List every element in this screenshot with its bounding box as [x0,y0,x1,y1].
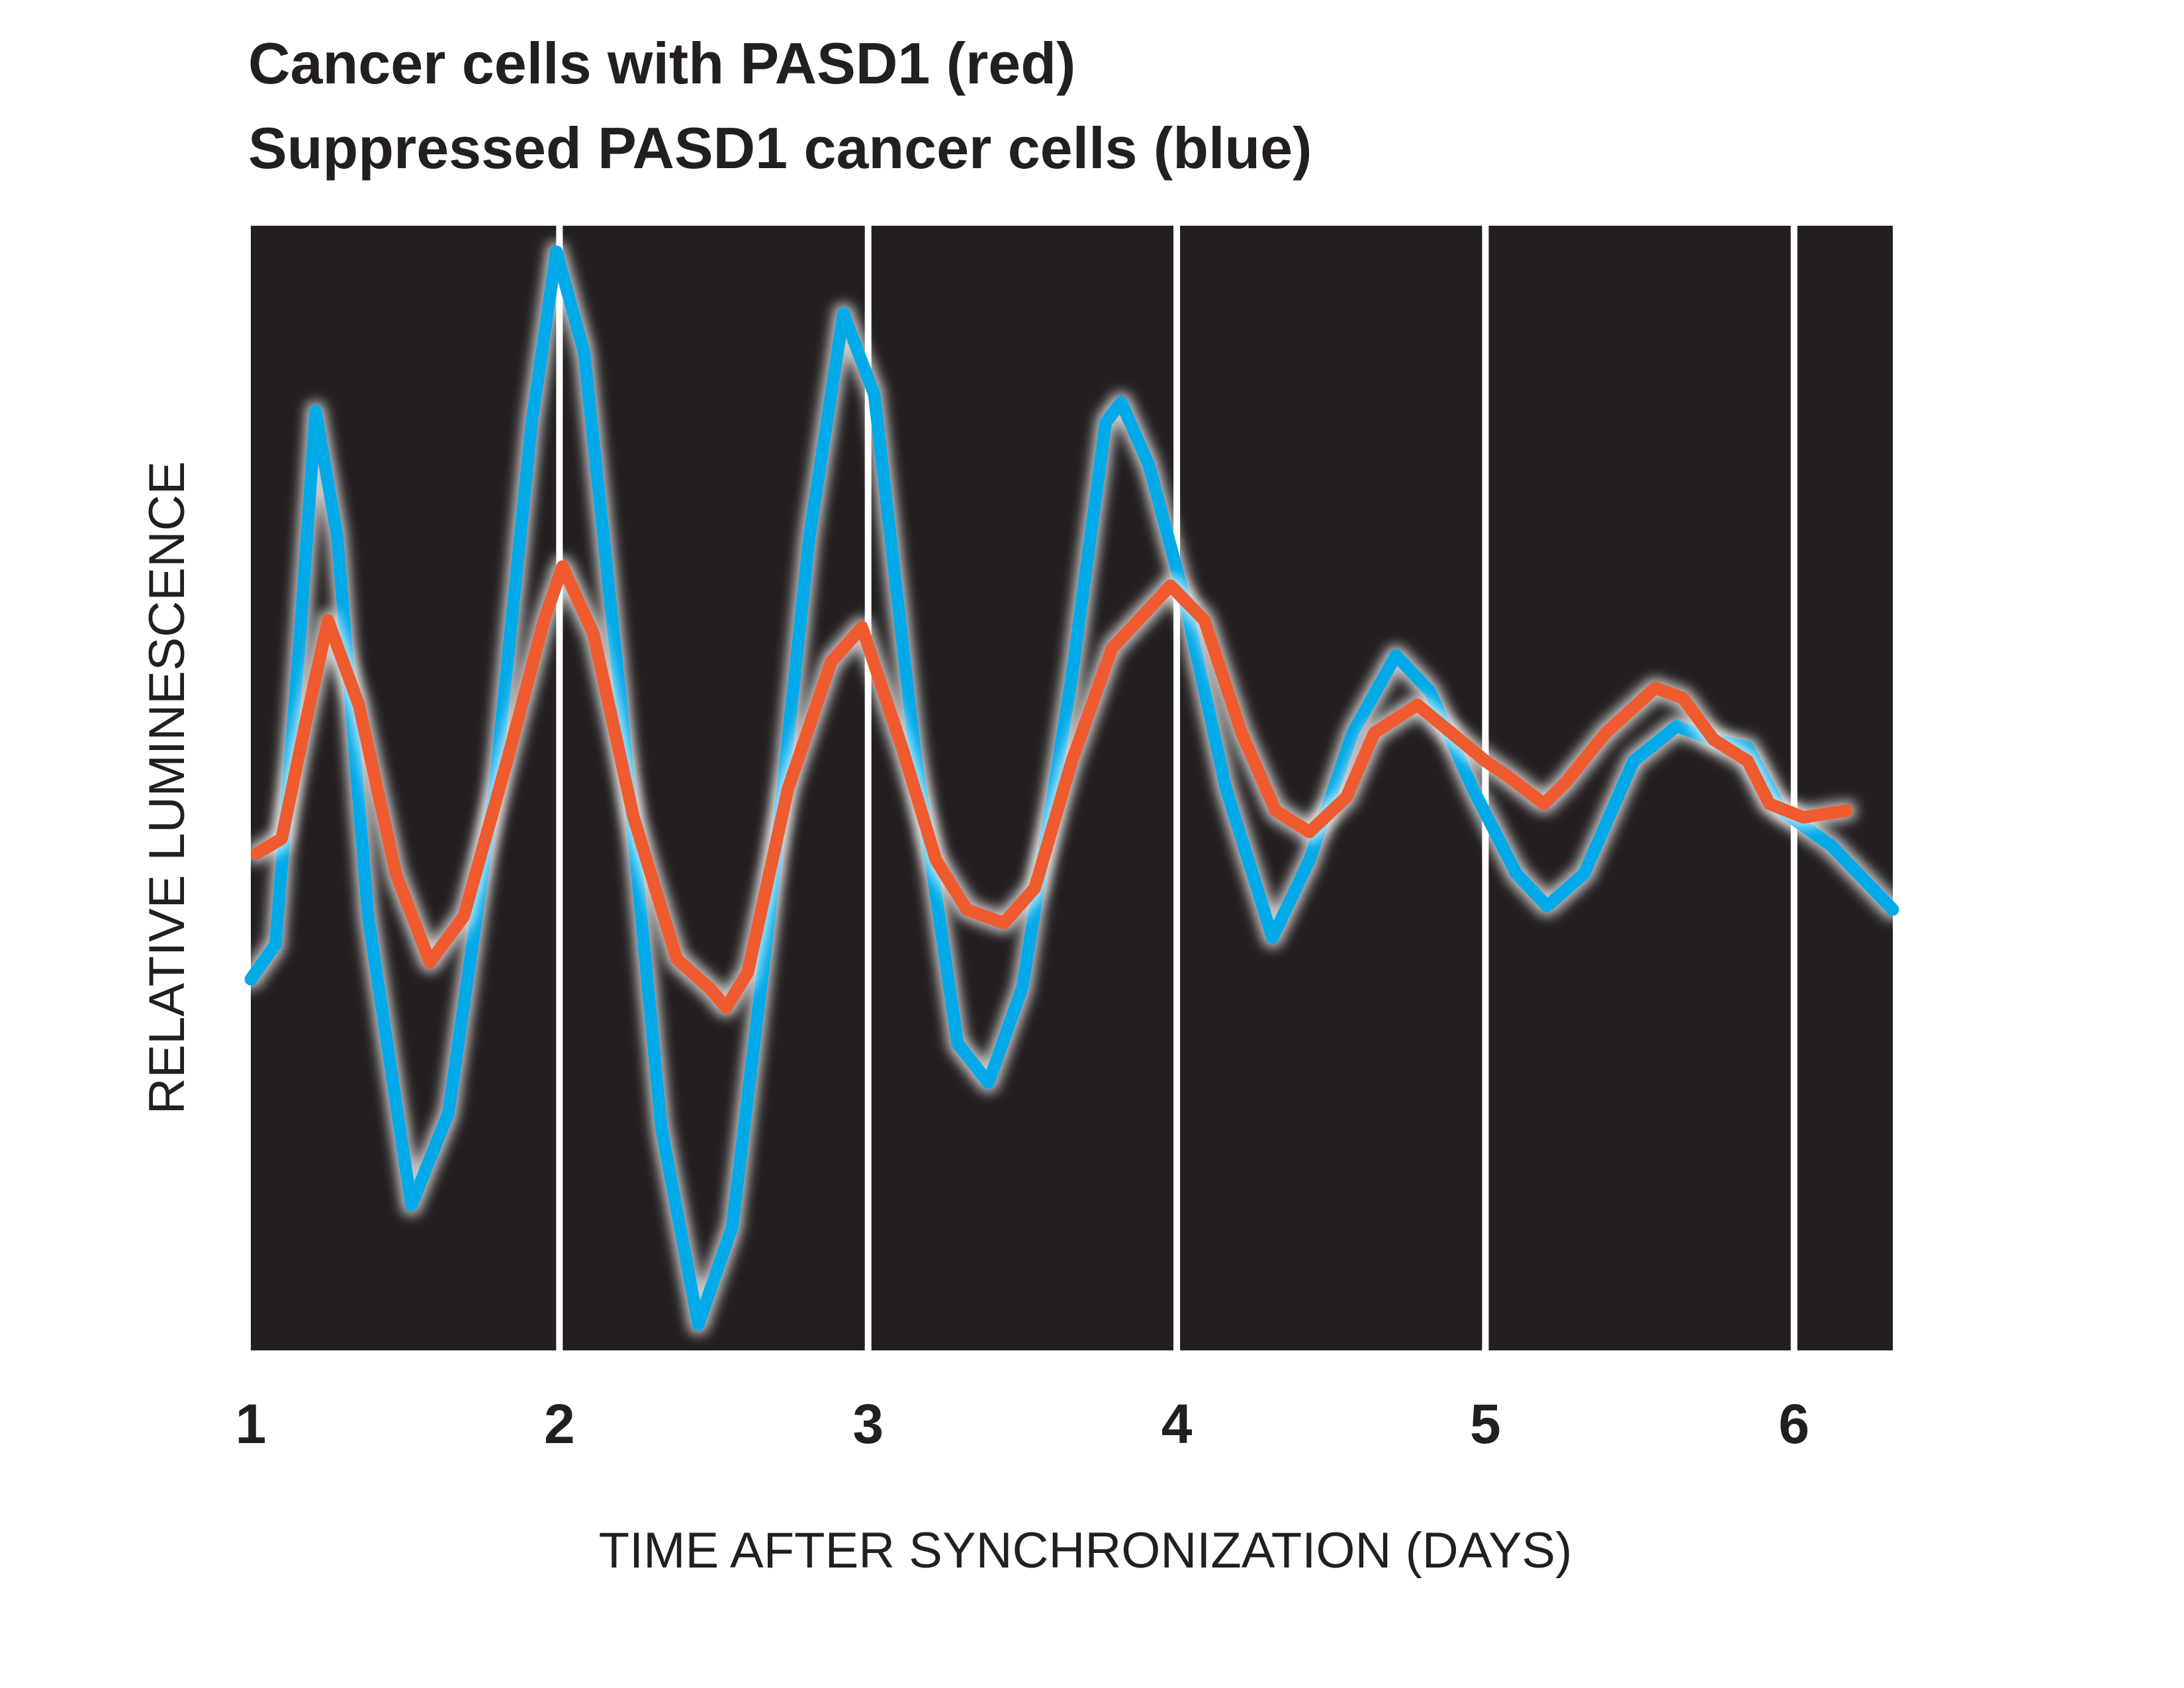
x-tick-label: 5 [1470,1393,1501,1455]
x-tick-label: 2 [544,1393,575,1455]
x-tick-label: 4 [1161,1393,1193,1455]
chart-title: Cancer cells with PASD1 (red) [248,30,1075,96]
series-line [250,560,1853,1014]
x-tick-label: 1 [236,1393,267,1455]
chart-title: Suppressed PASD1 cancer cells (blue) [248,115,1312,181]
y-axis-label: RELATIVE LUMINESCENCE [139,461,195,1115]
x-tick-label: 3 [852,1393,884,1455]
x-axis-label: TIME AFTER SYNCHRONIZATION (DAYS) [599,1523,1572,1579]
x-tick-label: 6 [1778,1393,1809,1455]
series-line [244,245,1899,1331]
